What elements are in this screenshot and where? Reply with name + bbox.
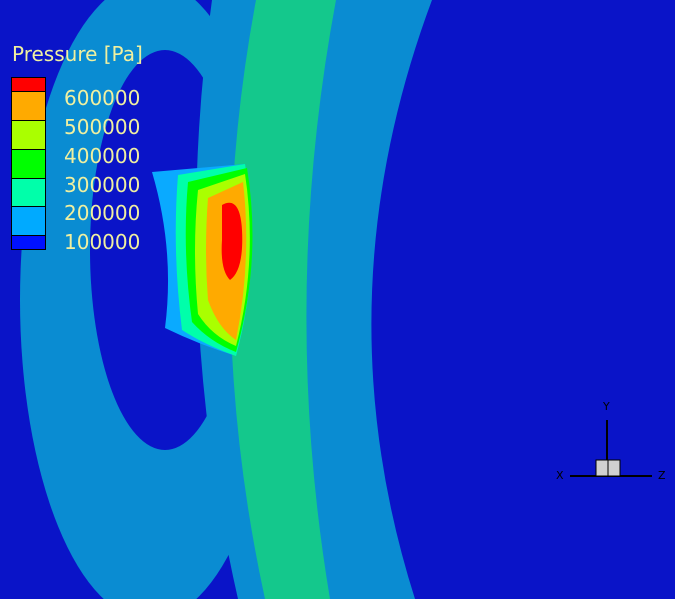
legend-level: 500000 [64, 115, 141, 139]
x-axis-label: X [556, 469, 564, 482]
legend-swatch-green [11, 149, 46, 179]
legend-title: Pressure [Pa] [12, 42, 143, 66]
z-axis-label: Z [658, 469, 666, 482]
body-surface [152, 164, 253, 356]
legend-level: 400000 [64, 144, 141, 168]
legend-swatch-orange [11, 91, 46, 121]
legend-swatch-blue [11, 235, 46, 250]
legend-swatch-lightblue [11, 206, 46, 236]
legend-swatch-aqua [11, 178, 46, 207]
y-axis-label: Y [603, 400, 610, 413]
legend-swatch-yellowgreen [11, 120, 46, 150]
green-band [230, 0, 336, 599]
legend-level: 100000 [64, 230, 141, 254]
legend-level: 300000 [64, 173, 141, 197]
axis-triad [570, 420, 652, 477]
legend-level: 200000 [64, 201, 141, 225]
legend-swatch-red [11, 77, 46, 92]
legend-level: 600000 [64, 86, 141, 110]
